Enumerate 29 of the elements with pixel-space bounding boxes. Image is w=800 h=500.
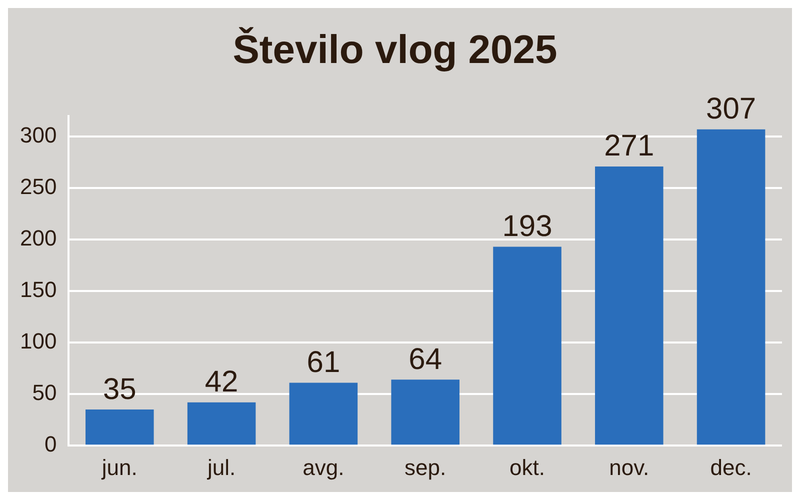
y-tick-label: 150: [20, 277, 57, 302]
data-label: 193: [502, 210, 552, 244]
data-label: 64: [408, 342, 442, 376]
x-tick-label: dec.: [710, 454, 752, 480]
data-label: 61: [306, 346, 340, 380]
data-label: 35: [102, 372, 136, 406]
chart-title: Število vlog 2025: [232, 27, 558, 72]
y-tick-label: 200: [20, 226, 57, 251]
data-label: 42: [204, 366, 238, 399]
x-tick-label: avg.: [302, 454, 344, 480]
y-tick-label: 100: [20, 328, 57, 354]
y-tick-label: 50: [32, 380, 57, 406]
x-tick-label: jun.: [100, 454, 138, 480]
bar: [289, 382, 358, 445]
bar: [86, 410, 154, 445]
y-tick-label: 300: [20, 122, 57, 148]
x-tick-label: sep.: [404, 454, 446, 480]
x-tick-label: jul.: [206, 454, 236, 480]
x-tick-label: okt.: [510, 454, 545, 480]
bar: [187, 402, 256, 445]
bar: [696, 129, 766, 445]
x-tick-label: nov.: [609, 454, 650, 480]
bar: [493, 246, 562, 445]
data-label: 271: [604, 130, 654, 163]
bar: [595, 166, 664, 445]
data-label: 307: [706, 92, 756, 126]
y-tick-label: 0: [44, 432, 57, 457]
y-tick-label: 250: [20, 174, 57, 200]
bar: [391, 380, 460, 445]
